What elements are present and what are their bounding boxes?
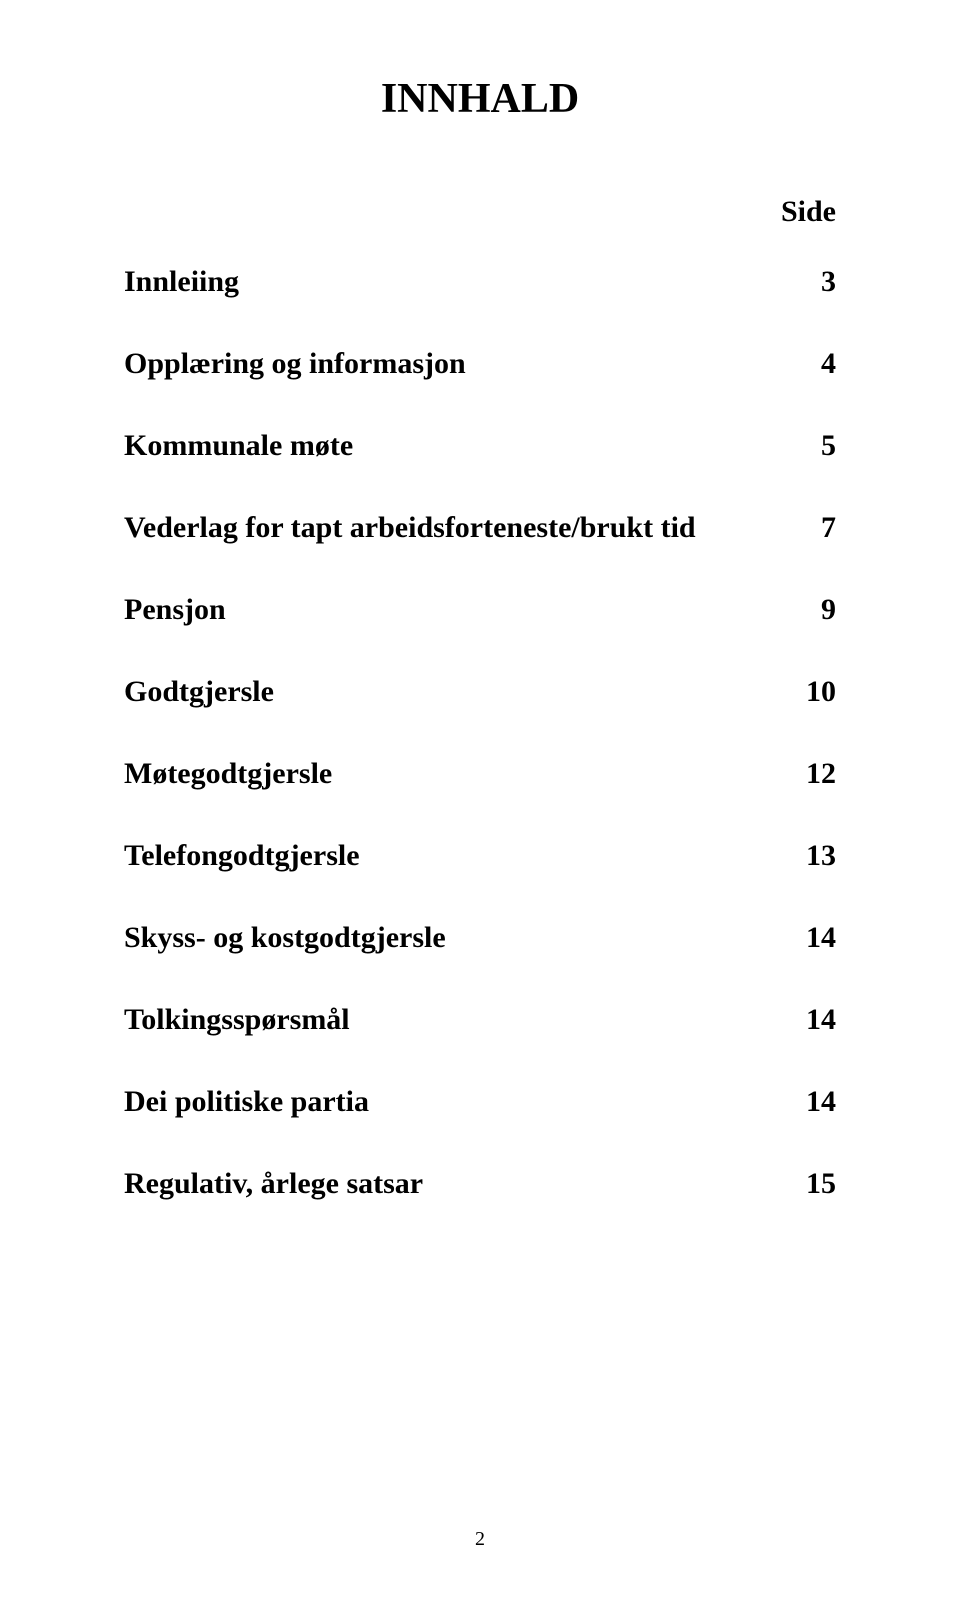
toc-row: Kommunale møte 5	[124, 429, 836, 463]
toc-page: 7	[776, 511, 836, 545]
toc-page: 3	[776, 265, 836, 299]
toc-label: Regulativ, årlege satsar	[124, 1167, 776, 1201]
toc-row: Godtgjersle 10	[124, 675, 836, 709]
toc-page: 4	[776, 347, 836, 381]
toc-row: Telefongodtgjersle 13	[124, 839, 836, 873]
document-title: INNHALD	[124, 75, 836, 123]
toc-label: Innleiing	[124, 265, 776, 299]
toc-row: Dei politiske partia 14	[124, 1085, 836, 1119]
toc-label: Godtgjersle	[124, 675, 776, 709]
toc-page: 13	[776, 839, 836, 873]
toc-row: Pensjon 9	[124, 593, 836, 627]
toc-label: Tolkingsspørsmål	[124, 1003, 776, 1037]
toc-row: Tolkingsspørsmål 14	[124, 1003, 836, 1037]
toc-row: Møtegodtgjersle 12	[124, 757, 836, 791]
toc-label: Telefongodtgjersle	[124, 839, 776, 873]
page-number: 2	[0, 1528, 960, 1551]
toc-page: 14	[776, 921, 836, 955]
toc-page: 15	[776, 1167, 836, 1201]
toc-label: Opplæring og informasjon	[124, 347, 776, 381]
toc-page: 9	[776, 593, 836, 627]
toc-page: 14	[776, 1003, 836, 1037]
toc-row: Vederlag for tapt arbeidsforteneste/bruk…	[124, 511, 836, 545]
toc-page: 10	[776, 675, 836, 709]
toc-label: Møtegodtgjersle	[124, 757, 776, 791]
toc-label: Dei politiske partia	[124, 1085, 776, 1119]
toc-page: 12	[776, 757, 836, 791]
toc-row: Skyss- og kostgodtgjersle 14	[124, 921, 836, 955]
toc-label: Skyss- og kostgodtgjersle	[124, 921, 776, 955]
toc-row: Innleiing 3	[124, 265, 836, 299]
toc-label: Kommunale møte	[124, 429, 776, 463]
toc-page: 5	[776, 429, 836, 463]
toc-label: Vederlag for tapt arbeidsforteneste/bruk…	[124, 511, 776, 545]
toc-label: Pensjon	[124, 593, 776, 627]
page-container: INNHALD Side Innleiing 3 Opplæring og in…	[0, 0, 960, 1201]
toc-header: Side	[124, 195, 836, 229]
toc-page: 14	[776, 1085, 836, 1119]
toc-row: Regulativ, årlege satsar 15	[124, 1167, 836, 1201]
toc-row: Opplæring og informasjon 4	[124, 347, 836, 381]
